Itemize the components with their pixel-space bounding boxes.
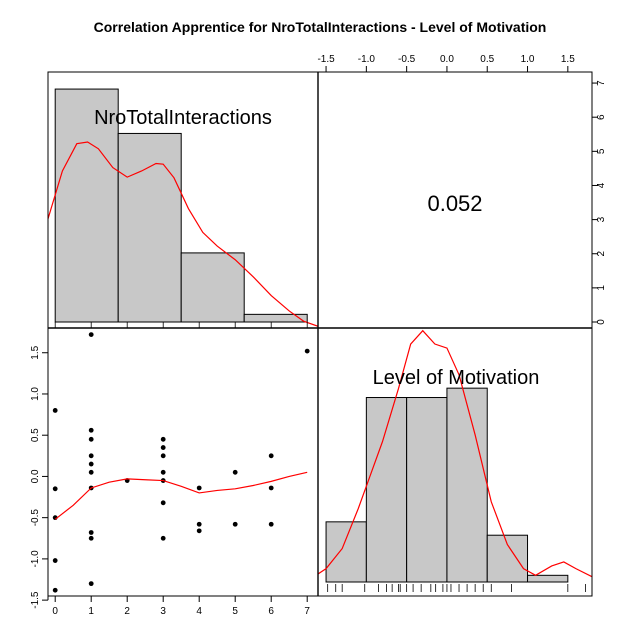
- x-axis-tick-label: 1: [88, 606, 94, 617]
- histogram-bar-motivation: [325, 521, 367, 583]
- x-axis-tick-label: 5: [232, 606, 238, 617]
- y-axis-tick-label: -0.5: [30, 509, 41, 527]
- scatter-point: [232, 469, 238, 475]
- density-curve-motivation: [318, 329, 592, 578]
- scatter-point: [160, 453, 166, 459]
- scatter-point: [88, 332, 94, 337]
- scatter-point: [88, 535, 94, 541]
- scatter-point: [160, 436, 166, 442]
- x-axis-tick-label: 7: [304, 606, 310, 617]
- scatter-point: [196, 521, 202, 527]
- histogram-bar-motivation: [406, 397, 448, 583]
- scatter-point: [88, 469, 94, 475]
- x-axis-tick-label: 2: [124, 606, 130, 617]
- variable-label-interactions: NroTotalInteractions: [94, 107, 272, 129]
- scatter-point: [52, 587, 58, 593]
- y-axis-tick-label: 1.5: [30, 345, 41, 359]
- variable-label-motivation: Level of Motivation: [373, 367, 540, 389]
- scatter-point: [88, 427, 94, 433]
- scatter-point: [88, 461, 94, 467]
- x-axis-tick-label: 6: [268, 606, 274, 617]
- y-axis-tick-label: -1.0: [30, 550, 41, 568]
- y-axis-tick-label: -1.5: [30, 591, 41, 609]
- top-axis-tick-label: -1.5: [317, 54, 335, 65]
- right-axis-tick-label: 0: [596, 319, 607, 325]
- right-axis-tick-label: 7: [596, 80, 607, 86]
- top-axis-tick-label: 1.0: [521, 54, 535, 65]
- correlation-value: 0.052: [427, 191, 482, 216]
- scatter-point: [52, 486, 58, 492]
- scatter-point: [160, 535, 166, 541]
- scatter-point: [196, 485, 202, 491]
- x-axis-tick-label: 4: [196, 606, 202, 617]
- top-axis-tick-label: -1.0: [358, 54, 376, 65]
- x-axis-tick-label: 0: [52, 606, 58, 617]
- scatter-point: [268, 485, 274, 491]
- density-curve-interactions: [48, 141, 318, 327]
- histogram-bar-motivation: [446, 387, 488, 583]
- top-axis-tick-label: -0.5: [398, 54, 416, 65]
- scatter-point: [268, 453, 274, 459]
- y-axis-tick-label: 0.5: [30, 428, 41, 442]
- scatter-point: [88, 436, 94, 442]
- scatter-point: [52, 558, 58, 563]
- panel-frame-bottom-left: [47, 327, 319, 597]
- top-axis-tick-label: 1.5: [561, 54, 575, 65]
- histogram-bar-interactions: [117, 132, 182, 323]
- top-axis-tick-label: 0.0: [440, 54, 454, 65]
- histogram-bar-interactions: [243, 313, 308, 323]
- top-axis-tick-label: 0.5: [480, 54, 494, 65]
- smooth-curve-scatter: [54, 471, 308, 520]
- right-axis-tick-label: 4: [596, 182, 607, 188]
- scatter-point: [232, 521, 238, 527]
- right-axis-tick-label: 1: [596, 285, 607, 291]
- right-axis-tick-label: 3: [596, 216, 607, 222]
- right-axis-tick-label: 6: [596, 114, 607, 120]
- y-axis-tick-label: 0.0: [30, 469, 41, 483]
- right-axis-tick-label: 2: [596, 251, 607, 257]
- scatter-point: [160, 500, 166, 506]
- scatter-point: [160, 445, 166, 450]
- histogram-bar-interactions: [180, 252, 245, 323]
- right-axis-tick-label: 5: [596, 148, 607, 154]
- scatter-point: [88, 530, 94, 535]
- chart-title: Correlation Apprentice for NroTotalInter…: [93, 19, 547, 35]
- scatter-point: [88, 453, 94, 459]
- scatter-point: [88, 581, 94, 587]
- y-axis-tick-label: 1.0: [30, 387, 41, 401]
- histogram-bar-motivation: [365, 397, 408, 583]
- scatter-point: [196, 528, 202, 534]
- scatter-point: [304, 348, 310, 354]
- scatter-point: [52, 408, 58, 413]
- scatter-point: [268, 521, 274, 527]
- histogram-bar-motivation: [486, 534, 529, 583]
- histogram-bar-motivation: [527, 574, 569, 583]
- scatter-point: [160, 469, 166, 475]
- x-axis-tick-label: 3: [160, 606, 166, 617]
